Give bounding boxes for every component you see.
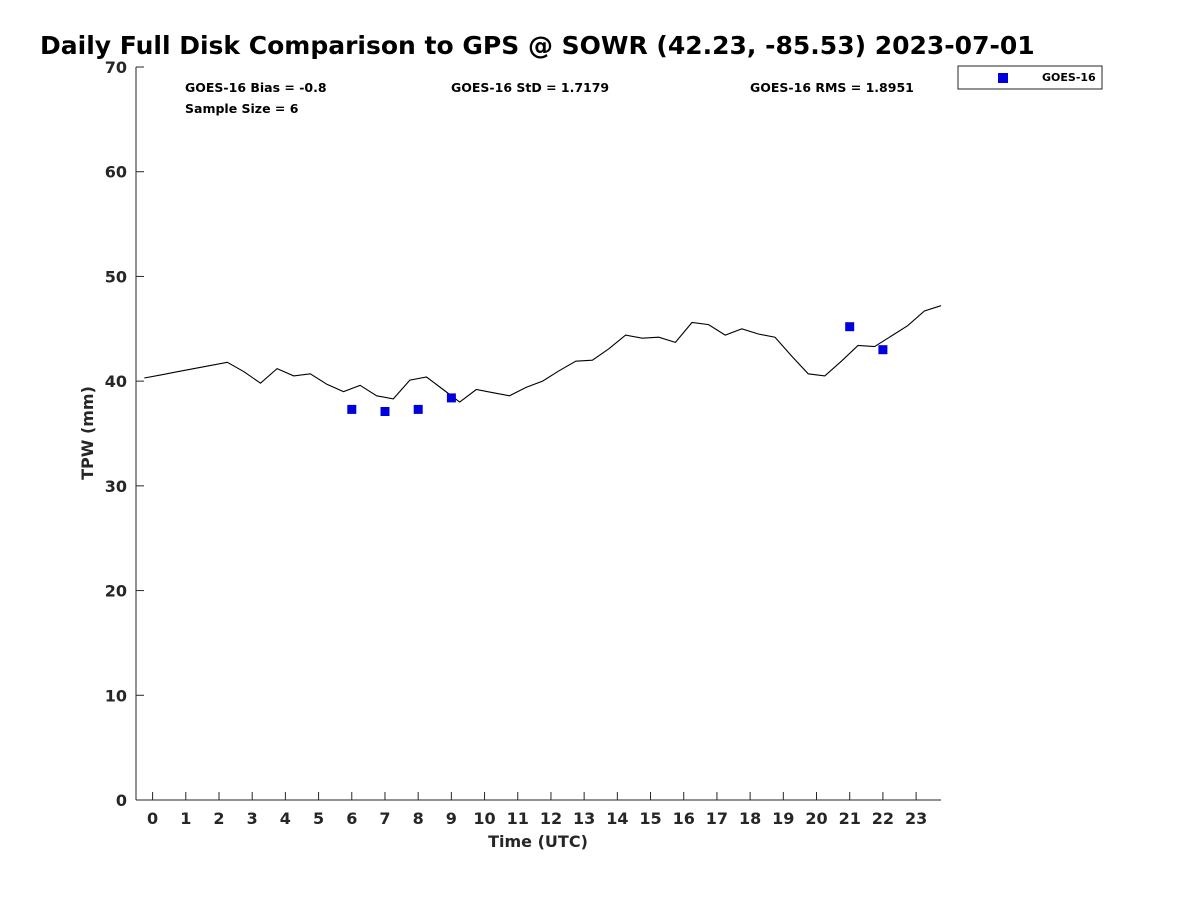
y-ticks: 0 10 20 30 40 50 60 70	[105, 58, 144, 810]
goes16-point	[845, 322, 855, 332]
legend-box	[957, 65, 1103, 90]
legend: GOES-16	[957, 65, 1103, 90]
x-tick-label: 2	[213, 809, 224, 828]
y-tick-label: 0	[116, 791, 127, 810]
gps-tpw-line	[144, 305, 942, 403]
x-tick-label: 9	[446, 809, 457, 828]
x-tick-label: 13	[573, 809, 595, 828]
x-tick-label: 8	[413, 809, 424, 828]
x-tick-label: 16	[673, 809, 695, 828]
x-tick-label: 21	[839, 809, 861, 828]
stat-bias: GOES-16 Bias = -0.8	[185, 80, 327, 95]
legend-label-goes16: GOES-16	[1042, 71, 1096, 84]
x-tick-label: 15	[639, 809, 661, 828]
x-tick-label: 1	[180, 809, 191, 828]
y-tick-label: 70	[105, 58, 127, 77]
y-tick-label: 10	[105, 686, 127, 705]
x-tick-label: 20	[805, 809, 827, 828]
chart-title: Daily Full Disk Comparison to GPS @ SOWR…	[40, 31, 1035, 60]
x-tick-label: 11	[507, 809, 529, 828]
x-axis-label: Time (UTC)	[488, 832, 588, 851]
stat-sample-size: Sample Size = 6	[185, 101, 299, 116]
series-layer	[144, 305, 942, 416]
y-tick-label: 40	[105, 372, 127, 391]
x-tick-label: 10	[473, 809, 495, 828]
stat-std: GOES-16 StD = 1.7179	[451, 80, 609, 95]
x-tick-label: 17	[706, 809, 728, 828]
stat-rms: GOES-16 RMS = 1.8951	[750, 80, 914, 95]
goes16-point	[380, 407, 390, 416]
plot-area	[136, 67, 941, 800]
x-tick-label: 23	[905, 809, 927, 828]
x-tick-label: 12	[540, 809, 562, 828]
legend-marker-goes16	[998, 73, 1008, 83]
x-tick-label: 4	[280, 809, 291, 828]
y-tick-label: 30	[105, 477, 127, 496]
x-tick-label: 22	[872, 809, 894, 828]
y-tick-label: 50	[105, 267, 127, 286]
x-tick-label: 5	[313, 809, 324, 828]
goes16-point	[446, 393, 456, 403]
goes16-point	[413, 404, 423, 414]
x-tick-label: 0	[147, 809, 158, 828]
x-tick-label: 14	[606, 809, 628, 828]
x-tick-label: 7	[379, 809, 390, 828]
y-tick-label: 60	[105, 163, 127, 182]
x-tick-label: 3	[247, 809, 258, 828]
y-axis-label: TPW (mm)	[78, 386, 97, 480]
goes16-point	[878, 345, 888, 355]
goes16-point	[347, 404, 357, 414]
x-ticks: 0 1 2 3 4 5 6 7 8 9 10 11 12 13 14 15 16 17 18 19 20 21 22 23	[147, 792, 927, 828]
x-tick-label: 6	[346, 809, 357, 828]
x-tick-label: 19	[772, 809, 794, 828]
y-tick-label: 20	[105, 582, 127, 601]
x-tick-label: 18	[739, 809, 761, 828]
